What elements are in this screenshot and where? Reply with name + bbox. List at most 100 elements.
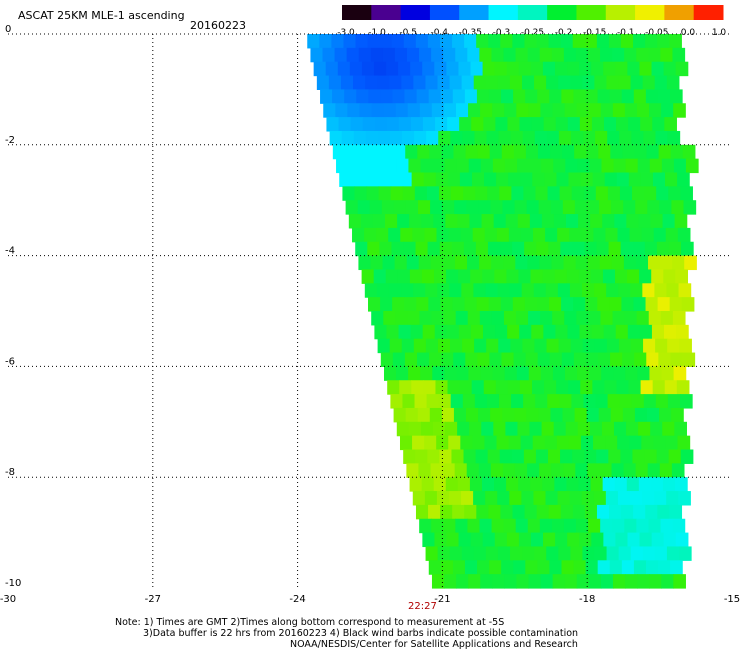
swath-cells (307, 34, 699, 589)
swath-cell (372, 158, 385, 174)
swath-cell (660, 47, 674, 63)
swath-cell (629, 227, 643, 243)
swath-cell (509, 75, 523, 90)
swath-cell (570, 75, 583, 90)
colorbar-tick-label: -0.15 (583, 28, 606, 38)
swath-cell (640, 172, 654, 187)
swath-cell (664, 324, 677, 340)
swath-cell (637, 366, 651, 381)
colorbar-segment (371, 5, 402, 20)
note-line-2: 3)Data buffer is 22 hrs from 20160223 4)… (143, 628, 579, 639)
swath-cell (560, 34, 574, 49)
swath-cell (603, 532, 617, 548)
swath-cell (442, 463, 456, 478)
swath-cell (486, 130, 500, 146)
swath-cell (386, 61, 399, 77)
swath-cell (480, 574, 493, 589)
swath-cell (612, 311, 626, 326)
swath-cell (376, 283, 390, 298)
swath-cell (433, 477, 447, 492)
swath-cell (606, 338, 620, 354)
swath-cell (387, 172, 401, 187)
swath-cell (379, 34, 393, 49)
swath-cell (438, 394, 452, 409)
swath-cell (574, 144, 587, 160)
swath-cell (313, 61, 327, 77)
swath-cell (599, 255, 613, 271)
swath-cell (639, 269, 652, 284)
swath-cell (448, 491, 462, 506)
swath-cell (470, 61, 484, 77)
swath-cell (677, 172, 690, 187)
swath-cell (457, 477, 471, 492)
swath-cell (477, 352, 490, 367)
swath-cell (541, 421, 555, 437)
swath-cell (474, 394, 488, 409)
swath-cell (443, 518, 456, 534)
swath-cell (611, 463, 625, 478)
swath-cell (482, 61, 496, 77)
swath-cell (556, 172, 570, 187)
swath-cell (398, 324, 412, 340)
swath-cell (654, 546, 668, 561)
swath-cell (528, 311, 541, 326)
swath-cell (635, 463, 649, 478)
swath-cell (450, 130, 463, 146)
swath-cell (551, 47, 565, 63)
colorbar-segment (459, 5, 490, 20)
swath-cell (440, 504, 453, 520)
swath-cell (409, 477, 423, 492)
swath-cell (530, 532, 544, 548)
swath-cell (483, 117, 496, 132)
swath-cell (501, 352, 515, 367)
swath-cell (430, 255, 444, 271)
swath-cell (463, 241, 477, 257)
swath-cell (367, 241, 380, 257)
swath-cell (409, 269, 423, 284)
swath-cell (415, 241, 429, 257)
swath-cell (410, 324, 424, 340)
swath-cell (606, 283, 619, 298)
swath-cell (629, 435, 642, 451)
swath-cell (357, 200, 371, 215)
colorbar-segment (400, 5, 431, 20)
swath-cell (568, 172, 582, 187)
x-tick-label: -24 (289, 594, 305, 605)
swath-cell (633, 297, 647, 312)
swath-cell (678, 491, 691, 506)
swath-cell (484, 227, 498, 243)
swath-cell (397, 214, 410, 229)
swath-cell (395, 103, 409, 118)
colorbar-segment (342, 5, 372, 20)
swath-cell (651, 61, 665, 77)
swath-cell (402, 130, 415, 146)
swath-cell (430, 200, 443, 215)
swath-cell (527, 463, 540, 478)
swath-cell (396, 366, 409, 381)
swath-cell (613, 421, 627, 437)
swath-cell (416, 89, 430, 104)
swath-cell (356, 89, 369, 104)
swath-cell (545, 227, 558, 243)
swath-cell (619, 186, 633, 201)
swath-cell (611, 255, 625, 271)
swath-cell (611, 200, 624, 215)
swath-cell (530, 61, 544, 77)
swath-cell (461, 283, 475, 298)
swath-cell (467, 255, 480, 271)
y-tick-label: -10 (5, 578, 21, 589)
swath-cell (414, 394, 428, 409)
swath-cell (541, 158, 554, 174)
swath-cell (523, 186, 537, 201)
swath-cell (389, 130, 403, 146)
swath-cell (675, 269, 689, 284)
swath-cell (582, 338, 596, 354)
swath-cell (478, 463, 492, 478)
swath-cell (644, 449, 658, 464)
swath-cell (395, 311, 409, 326)
swath-cell (535, 394, 548, 409)
swath-cell (649, 574, 662, 589)
swath-cell (587, 463, 601, 478)
swath-cell (634, 352, 647, 367)
swath-cell (328, 75, 342, 90)
